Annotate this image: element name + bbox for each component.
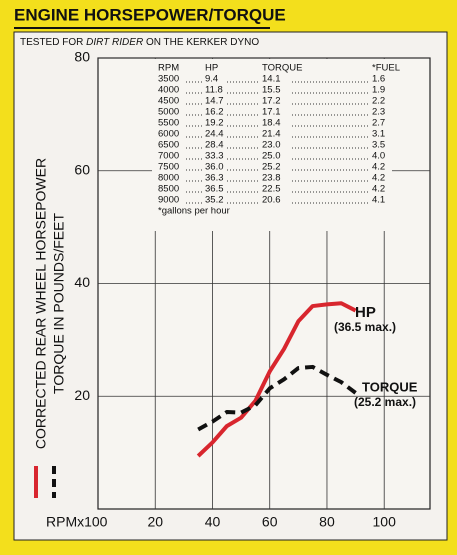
y-tick-label: 80	[74, 49, 90, 65]
table-cell: 15.5	[262, 85, 281, 96]
table-cell: 17.1	[262, 107, 281, 118]
table-cell: 5000	[158, 107, 179, 118]
table-cell: 4500	[158, 96, 179, 107]
table-cell: 2.3	[372, 107, 385, 118]
x-tick-label: 20	[147, 514, 163, 530]
table-cell: 3.1	[372, 129, 385, 140]
series-line	[196, 301, 357, 458]
y-axis-label: TORQUE IN POUNDS/FEET	[51, 213, 67, 394]
table-header: TORQUE	[262, 63, 302, 74]
table-cell: 2.2	[372, 96, 385, 107]
table-cell: 3.5	[372, 140, 385, 151]
table-cell: 14.7	[205, 96, 224, 107]
table-cell: 14.1	[262, 74, 281, 85]
x-tick-label: 80	[319, 514, 335, 530]
table-cell: 25.0	[262, 151, 281, 162]
table-cell: 8000	[158, 173, 179, 184]
table-cell: 19.2	[205, 118, 224, 129]
subtitle-part: ON THE KERKER DYNO	[143, 37, 259, 48]
table-cell: 4.2	[372, 184, 385, 195]
table-cell: 1.9	[372, 85, 385, 96]
table-cell: 9.4	[205, 74, 218, 85]
table-cell: 5500	[158, 118, 179, 129]
table-note: *gallons per hour	[158, 206, 230, 217]
annotation: (36.5 max.)	[334, 320, 396, 334]
table-cell: 17.2	[262, 96, 281, 107]
annotation: (25.2 max.)	[354, 395, 416, 409]
subtitle: TESTED FOR DIRT RIDER ON THE KERKER DYNO	[20, 37, 259, 48]
table-cell: 4.2	[372, 173, 385, 184]
annotation: TORQUE	[362, 379, 418, 394]
x-tick-label: 100	[373, 514, 397, 530]
y-axis-label: CORRECTED REAR WHEEL HORSEPOWER	[33, 158, 49, 449]
x-tick-label: 40	[205, 514, 221, 530]
table-cell: 11.8	[205, 85, 223, 96]
table-cell: 35.2	[205, 195, 224, 206]
table-cell: 3500	[158, 74, 179, 85]
y-tick-label: 20	[74, 387, 90, 403]
table-cell: 36.3	[205, 173, 224, 184]
table-cell: 22.5	[262, 184, 281, 195]
table-cell: 2.7	[372, 118, 385, 129]
table-cell: 33.3	[205, 151, 224, 162]
table-cell: 18.4	[262, 118, 281, 129]
table-cell: 16.2	[205, 107, 224, 118]
table-cell: 21.4	[262, 129, 281, 140]
subtitle-part: DIRT RIDER	[86, 37, 143, 48]
table-cell: 23.0	[262, 140, 281, 151]
table-cell: 7000	[158, 151, 179, 162]
table-cell: 1.6	[372, 74, 385, 85]
table-cell: 20.6	[262, 195, 281, 206]
y-tick-label: 60	[74, 161, 90, 177]
table-cell: 7500	[158, 162, 179, 173]
y-tick-label: 40	[74, 274, 90, 290]
table-cell: 28.4	[205, 140, 224, 151]
table-cell: 24.4	[205, 129, 224, 140]
table-cell: 23.8	[262, 173, 281, 184]
x-tick-label: 60	[262, 514, 278, 530]
table-cell: 36.5	[205, 184, 224, 195]
table-cell: 9000	[158, 195, 179, 206]
table-header: *FUEL	[372, 63, 400, 74]
table-header: RPM	[158, 63, 179, 74]
table-cell: 36.0	[205, 162, 224, 173]
table-header: HP	[205, 63, 218, 74]
table-cell: 4000	[158, 85, 179, 96]
table-cell: 4.2	[372, 162, 385, 173]
table-box	[152, 59, 392, 231]
subtitle-part: TESTED FOR	[20, 37, 86, 48]
table-cell: 8500	[158, 184, 179, 195]
table-cell: 4.0	[372, 151, 385, 162]
table-cell: 6500	[158, 140, 179, 151]
chart-title: ENGINE HORSEPOWER/TORQUE	[14, 5, 286, 24]
table-cell: 6000	[158, 129, 179, 140]
x-axis-label: RPMx100	[46, 514, 108, 530]
table-cell: 25.2	[262, 162, 281, 173]
table-cell: 4.1	[372, 195, 385, 206]
annotation: HP	[355, 304, 376, 321]
plot: 20 40 60 80 20 40 60 80 100 RPMx100 CORRECTED REAR…	[33, 49, 431, 530]
